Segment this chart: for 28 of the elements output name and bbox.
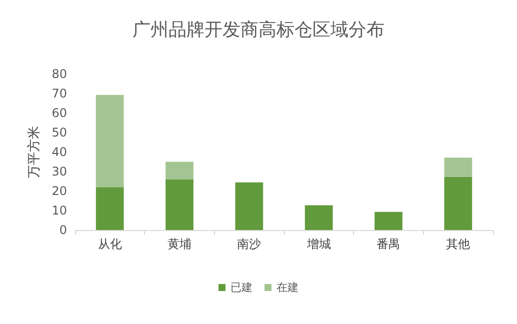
legend-label: 已建 xyxy=(230,281,252,294)
x-tick-label: 番禺 xyxy=(376,237,400,251)
bar xyxy=(444,176,472,230)
y-tick-label: 30 xyxy=(52,164,67,178)
x-tick-label: 南沙 xyxy=(237,237,262,251)
y-tick-label: 10 xyxy=(52,204,67,218)
y-tick-label: 70 xyxy=(52,86,67,100)
y-tick-label: 60 xyxy=(52,106,67,120)
bar xyxy=(444,158,472,177)
bar xyxy=(96,94,124,188)
y-tick-label: 50 xyxy=(52,126,67,140)
legend-label: 在建 xyxy=(276,281,298,294)
y-tick-label: 0 xyxy=(59,223,67,237)
x-tick-label: 其他 xyxy=(446,237,470,251)
bar xyxy=(166,162,194,180)
bar xyxy=(304,205,333,230)
bar xyxy=(166,179,194,230)
y-tick-label: 40 xyxy=(52,145,67,159)
bar xyxy=(235,182,264,230)
x-tick-label: 从化 xyxy=(98,237,122,251)
y-axis-title: 万平方米 xyxy=(26,126,42,178)
chart-title: 广州品牌开发商高标仓区域分布 xyxy=(132,20,384,40)
x-tick-label: 增城 xyxy=(306,237,331,251)
x-tick-label: 黄埔 xyxy=(168,237,192,251)
y-tick-label: 80 xyxy=(52,67,67,81)
bar xyxy=(96,187,124,230)
bar xyxy=(374,212,402,230)
y-tick-label: 20 xyxy=(52,184,67,198)
